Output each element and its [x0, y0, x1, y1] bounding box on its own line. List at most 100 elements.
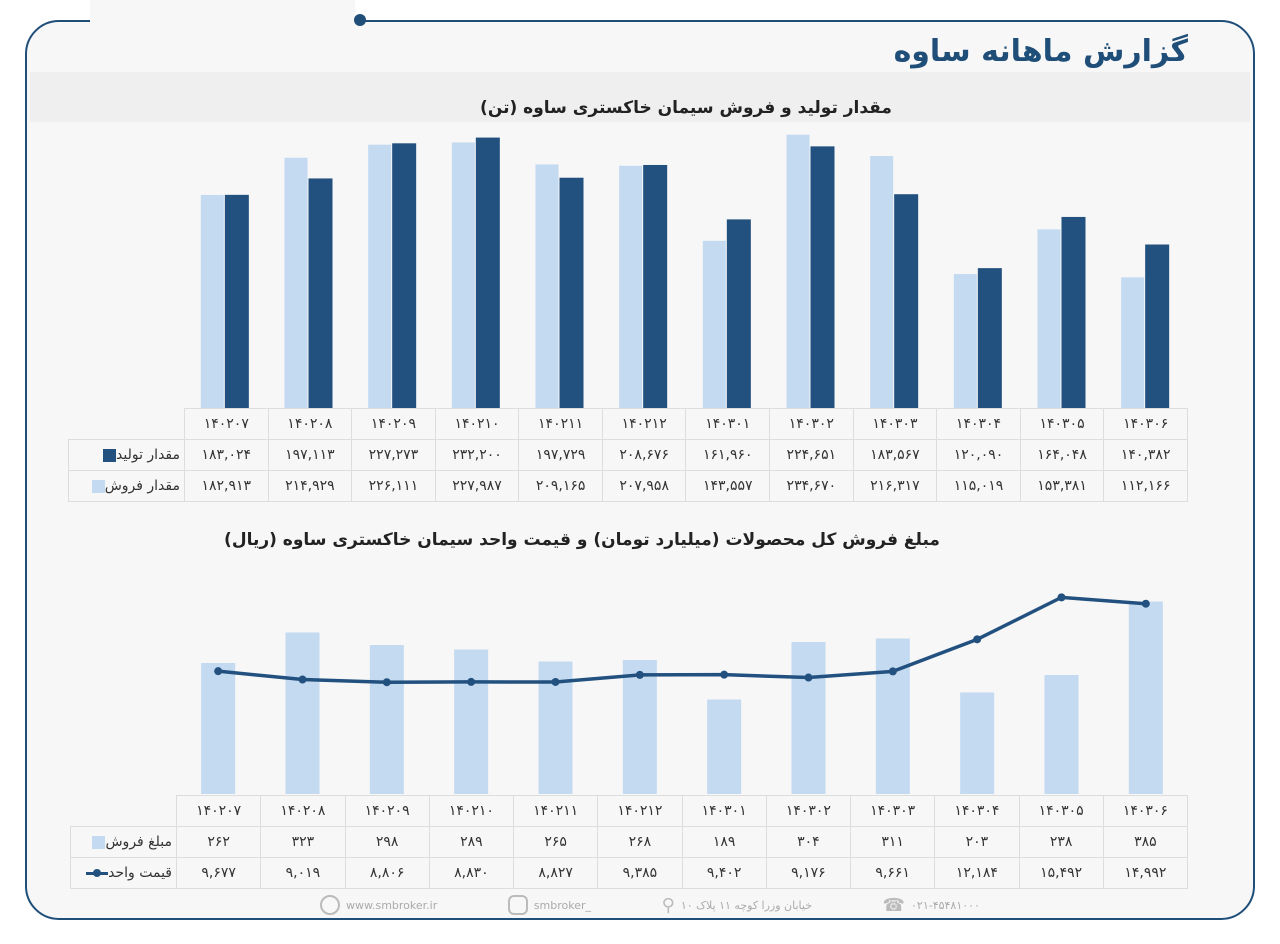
data-label: ۲۰۹,۱۶۵ — [518, 470, 603, 502]
data-label: ۲۹۸ — [344, 826, 430, 858]
legend-swatch — [92, 835, 106, 849]
data-label: ۱۸۳,۵۶۷ — [852, 439, 938, 471]
chart2-title: مبلغ فروش کل محصولات (میلیارد تومان) و ق… — [176, 530, 1188, 550]
chart2-title-text: مبلغ فروش کل محصولات (میلیارد تومان) و ق… — [224, 530, 940, 550]
location-pin-icon: ⚲ — [661, 894, 675, 916]
category-label: ۱۴۰۳۰۶ — [1103, 408, 1188, 440]
production-bar — [392, 143, 417, 409]
data-label: ۲۰۳ — [934, 826, 1020, 858]
header-blank — [90, 0, 355, 50]
footer-instagram[interactable]: smbroker_ — [507, 895, 592, 915]
data-label: ۲۲۷,۹۸۷ — [434, 470, 520, 502]
data-label: ۹,۳۸۵ — [597, 857, 683, 889]
legend-text: قیمت واحد — [108, 865, 172, 881]
data-label: ۱۸۲,۹۱۳ — [184, 470, 269, 502]
series-row: مقدار فروش ۱۸۲,۹۱۳ ۲۱۴,۹۲۹ ۲۲۶,۱۱۱ ۲۲۷,۹۸۷ ۲۰… — [68, 470, 1188, 502]
unit-price-point — [1057, 593, 1066, 602]
sales-bar — [1121, 277, 1145, 408]
data-label: ۱۶۴,۰۴۸ — [1019, 439, 1105, 471]
production-bar — [977, 268, 1002, 408]
sales-amount-bar — [201, 663, 236, 794]
sales-amount-bar — [454, 649, 489, 794]
data-label: ۳۲۳ — [260, 826, 346, 858]
data-label: ۲۳۲,۲۰۰ — [434, 439, 520, 471]
data-label: ۱۴۳,۵۵۷ — [685, 470, 771, 502]
data-label: ۱۲,۱۸۴ — [934, 857, 1020, 889]
category-label: ۱۴۰۲۱۲ — [597, 795, 683, 827]
production-bar — [810, 146, 835, 408]
legend-label: مقدار تولید — [68, 439, 185, 471]
data-label: ۸,۸۰۶ — [344, 857, 430, 889]
category-label: ۱۴۰۳۰۴ — [934, 795, 1020, 827]
category-label: ۱۴۰۲۰۷ — [175, 795, 262, 827]
corner — [71, 796, 177, 827]
data-label: ۲۰۸,۶۷۶ — [601, 439, 687, 471]
category-label: ۱۴۰۳۰۳ — [852, 408, 938, 440]
data-label: ۲۶۲ — [175, 826, 262, 858]
series-row: قیمت واحد ۹,۶۷۷ ۹,۰۱۹ ۸,۸۰۶ ۸,۸۳۰ ۸,۸۲۷ ۹,۳۸۵ ۹… — [70, 857, 1189, 889]
legend-text: مقدار تولید — [116, 447, 180, 463]
legend-line-swatch — [86, 868, 109, 877]
sales-bar — [953, 274, 977, 408]
data-label: ۱۵۳,۳۸۱ — [1019, 470, 1105, 502]
data-label: ۱۵,۴۹۲ — [1018, 857, 1104, 889]
data-label: ۲۱۶,۳۱۷ — [852, 470, 938, 502]
sales-bar — [786, 134, 810, 409]
phone-icon: ☎ — [882, 894, 905, 916]
address-text: خیابان وزرا کوچه ۱۱ پلاک ۱۰ — [680, 898, 812, 912]
category-label: ۱۴۰۲۱۰ — [428, 795, 515, 827]
legend-swatch — [103, 448, 116, 462]
data-label: ۱۱۲,۱۶۶ — [1103, 470, 1188, 502]
production-bar — [894, 194, 919, 408]
category-label: ۱۴۰۲۰۹ — [351, 408, 436, 440]
unit-price-point — [720, 670, 729, 679]
data-label: ۱۲۰,۰۹۰ — [936, 439, 1021, 471]
unit-price-line — [217, 595, 1146, 684]
production-bar — [1145, 244, 1170, 408]
footer-address: ⚲ خیابان وزرا کوچه ۱۱ پلاک ۱۰ — [662, 895, 812, 916]
data-label: ۱۹۷,۷۲۹ — [518, 439, 603, 471]
category-label: ۱۴۰۲۱۱ — [512, 795, 599, 827]
legend-label: مبلغ فروش — [70, 826, 177, 858]
category-label: ۱۴۰۳۰۱ — [685, 408, 771, 440]
data-label: ۱۹۷,۱۱۳ — [267, 439, 353, 471]
sales-amount-bar — [875, 638, 910, 794]
data-label: ۱۸۳,۰۲۴ — [184, 439, 269, 471]
data-label: ۲۸۹ — [428, 826, 515, 858]
legend-swatch — [91, 479, 105, 493]
category-label: ۱۴۰۲۰۹ — [344, 795, 430, 827]
category-label: ۱۴۰۲۰۷ — [184, 408, 269, 440]
production-bar — [308, 178, 333, 408]
unit-price-point — [888, 667, 897, 676]
unit-price-point — [214, 667, 223, 676]
series-row: مقدار تولید ۱۸۳,۰۲۴ ۱۹۷,۱۱۳ ۲۲۷,۲۷۳ ۲۳۲,۲۰۰ ۱… — [68, 439, 1188, 471]
data-label: ۳۱۱ — [849, 826, 936, 858]
data-label: ۲۶۵ — [512, 826, 599, 858]
footer-phone: ☎ ۰۲۱-۴۵۴۸۱۰۰۰ — [883, 895, 980, 916]
sales-amount-bar — [960, 692, 995, 794]
sales-bar — [1037, 229, 1061, 408]
unit-price-point — [298, 675, 307, 684]
data-label: ۲۲۶,۱۱۱ — [351, 470, 436, 502]
category-label: ۱۴۰۳۰۲ — [765, 795, 852, 827]
data-label: ۱۴,۹۹۲ — [1102, 857, 1189, 889]
chart1-table: ۱۴۰۲۰۷ ۱۴۰۲۰۸ ۱۴۰۲۰۹ ۱۴۰۲۱۰ ۱۴۰۲۱۱ ۱۴۰۲۱۲ ۱۴۰۳… — [68, 408, 1188, 502]
instagram-icon — [507, 895, 528, 915]
series-row: مبلغ فروش ۲۶۲ ۳۲۳ ۲۹۸ ۲۸۹ ۲۶۵ ۲۶۸ ۱۸۹ ۳۰۴ ۳۱۱ ۲۰۳ ۲… — [70, 826, 1189, 858]
data-label: ۹,۶۷۷ — [175, 857, 262, 889]
title-band — [30, 72, 1250, 122]
instagram-text: smbroker_ — [533, 898, 592, 912]
category-label: ۱۴۰۳۰۵ — [1018, 795, 1104, 827]
data-label: ۸,۸۲۷ — [512, 857, 599, 889]
page-title: گزارش ماهانه ساوه — [893, 34, 1188, 69]
unit-price-point — [804, 673, 813, 682]
production-bar — [726, 219, 751, 408]
website-text: www.smbroker.ir — [346, 898, 438, 912]
category-label: ۱۴۰۳۰۱ — [681, 795, 767, 827]
footer-website[interactable]: www.smbroker.ir — [320, 895, 437, 915]
sales-bar — [619, 165, 643, 408]
data-label: ۲۰۷,۹۵۸ — [601, 470, 687, 502]
data-label: ۳۰۴ — [765, 826, 852, 858]
globe-icon — [320, 895, 340, 915]
